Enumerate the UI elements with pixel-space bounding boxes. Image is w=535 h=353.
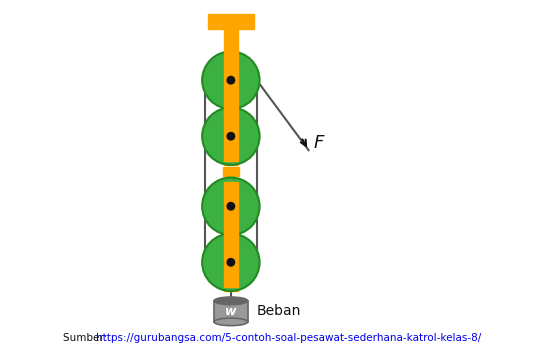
Circle shape — [227, 77, 234, 84]
Circle shape — [202, 52, 259, 109]
Circle shape — [202, 178, 259, 235]
Ellipse shape — [214, 297, 248, 305]
Circle shape — [202, 234, 259, 291]
Text: w: w — [225, 305, 236, 318]
Bar — [224, 29, 238, 55]
Bar — [214, 301, 248, 322]
Bar — [224, 178, 238, 291]
Text: https://gurubangsa.com/5-contoh-soal-pesawat-sederhana-katrol-kelas-8/: https://gurubangsa.com/5-contoh-soal-pes… — [96, 333, 482, 343]
Text: Beban: Beban — [256, 304, 301, 318]
Circle shape — [202, 108, 259, 165]
Circle shape — [227, 258, 234, 266]
Bar — [224, 52, 238, 165]
Bar — [223, 167, 239, 176]
Bar — [224, 56, 238, 161]
Bar — [224, 182, 238, 287]
Text: Sumber:: Sumber: — [63, 333, 110, 343]
Text: F: F — [313, 134, 324, 152]
Ellipse shape — [214, 318, 248, 325]
Bar — [208, 14, 254, 29]
Circle shape — [227, 132, 234, 140]
Circle shape — [227, 203, 234, 210]
